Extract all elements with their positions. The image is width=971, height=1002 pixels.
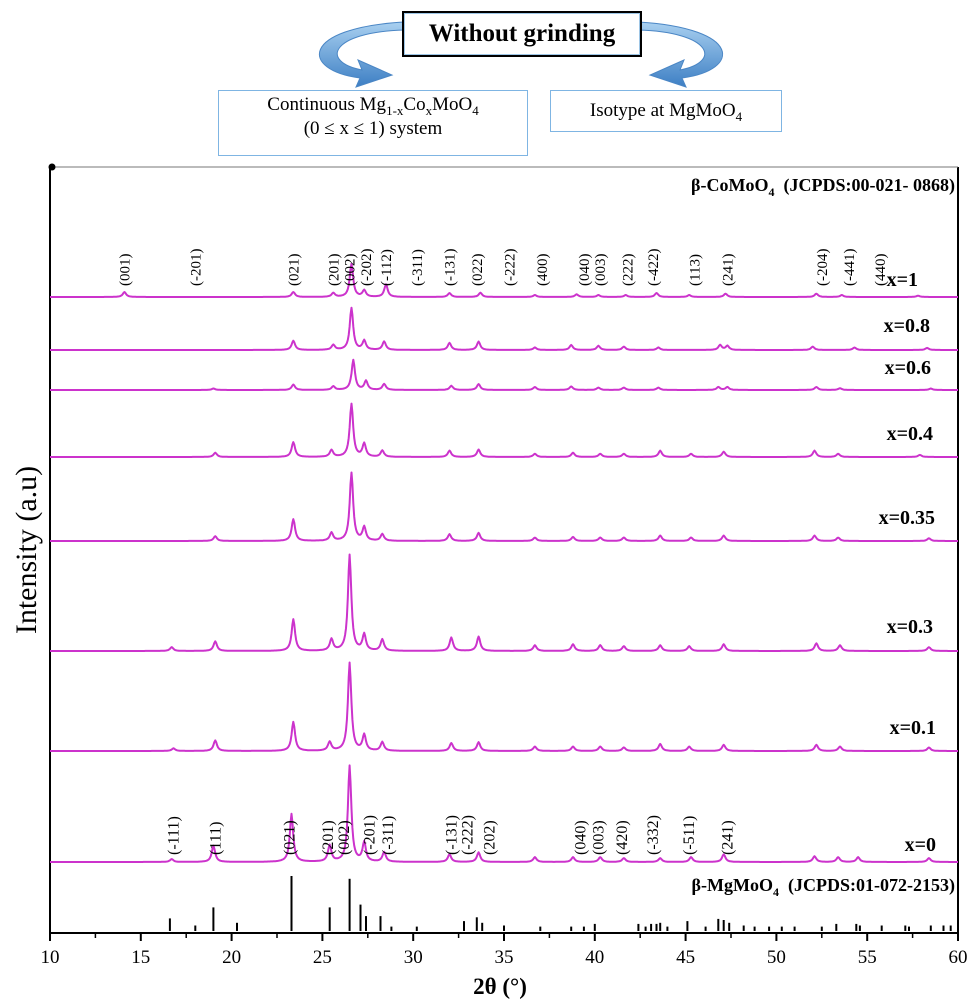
top-reference-label: β-CoMoO4 (JCPDS:00-021- 0868): [691, 175, 955, 199]
curved-arrow-left-icon: [319, 21, 405, 88]
series-label: x=0.3: [887, 616, 933, 638]
curved-arrow-right-icon: [637, 21, 723, 88]
hkl-label: (-441): [842, 249, 858, 287]
hkl-label: (-332): [645, 815, 662, 855]
y-axis-label: Intensity (a.u): [10, 466, 43, 634]
x-tick-label: 15: [131, 947, 150, 968]
series-line-x-0.4: [49, 402, 959, 458]
series-label: x=0.1: [890, 717, 936, 739]
hkl-label: (-222): [460, 815, 477, 855]
series-line-x-0.6: [49, 358, 959, 391]
series-label: x=0.6: [885, 357, 931, 379]
hkl-label: (040): [572, 820, 589, 855]
x-tick-label: 25: [313, 947, 332, 968]
xrd-traces: [49, 262, 959, 863]
x-tick-label: 60: [949, 947, 968, 968]
x-tick-label: 10: [41, 947, 60, 968]
series-line-x-0.3: [49, 553, 959, 652]
hkl-label: (040): [577, 254, 593, 287]
series-labels: x=1 x=0.8 x=0.6 x=0.4 x=0.35 x=0.3 x=0.1 x=0: [879, 269, 936, 856]
hkl-label: (022): [470, 254, 486, 287]
hkl-label: (241): [720, 254, 736, 287]
series-label: x=0.4: [887, 423, 933, 445]
hkl-label: (-111): [166, 816, 183, 855]
series-label: x=1: [887, 269, 918, 291]
series-label: x=0.35: [879, 507, 935, 529]
hkl-label: (-511): [681, 816, 698, 855]
hkl-label: (003): [590, 820, 607, 855]
right-info-box: Isotype at MgMoO4: [550, 90, 782, 132]
left-info-line2: (0 ≤ x ≤ 1) system: [303, 118, 443, 140]
hkl-label: (001): [118, 254, 134, 287]
reference-pattern: [168, 876, 952, 931]
header-title-box: Without grinding: [402, 11, 642, 57]
hkl-label: (-422): [646, 249, 662, 287]
series-line-x-0.35: [49, 471, 959, 542]
bottom-reference-label: β-MgMoO4 (JCPDS:01-072-2153): [692, 875, 955, 899]
bottom-hkl-labels: (-111) (111) (021) (201) (002) (-201) (-311) (-…: [166, 815, 737, 855]
series-line-x-0.8: [49, 306, 959, 351]
hkl-label: (202): [482, 820, 499, 855]
hkl-label: (002): [336, 820, 353, 855]
hkl-label: (003): [593, 254, 609, 287]
series-line-x-1: [49, 262, 959, 298]
hkl-label: (-311): [410, 249, 426, 286]
hkl-label: (021): [286, 254, 302, 287]
hkl-label: (111): [207, 822, 224, 855]
hkl-label: (113): [688, 254, 704, 286]
x-tick-label: 50: [767, 947, 786, 968]
left-info-box: Continuous Mg1-xCoxMoO4 (0 ≤ x ≤ 1) syst…: [218, 90, 528, 156]
hkl-label: (021): [282, 820, 299, 855]
left-info-line1: Continuous Mg1-xCoxMoO4: [267, 94, 479, 118]
header-title: Without grinding: [428, 20, 616, 47]
x-tick-label: 55: [858, 947, 877, 968]
hkl-label: (400): [535, 254, 551, 287]
hkl-label: (222): [621, 254, 637, 287]
hkl-label: (-112): [379, 249, 395, 286]
hkl-label: (420): [614, 820, 631, 855]
series-label: x=0.8: [884, 315, 930, 337]
hkl-label: (-201): [362, 815, 379, 855]
hkl-label: (-202): [359, 249, 375, 287]
x-axis-label: 2θ (°): [473, 974, 527, 999]
x-tick-label: 30: [404, 947, 423, 968]
hkl-label: (-311): [380, 816, 397, 855]
hkl-label: (201): [320, 820, 337, 855]
x-tick-label: 35: [495, 947, 514, 968]
x-tick-label: 45: [676, 947, 695, 968]
series-line-x-0.1: [49, 661, 959, 752]
x-tick-label: 40: [585, 947, 604, 968]
hkl-label: (-131): [443, 249, 459, 287]
hkl-label: (-131): [443, 815, 460, 855]
hkl-label: (-201): [188, 249, 204, 287]
hkl-label: (241): [719, 820, 736, 855]
x-axis-ticks: 10 15 20 25 30 35 40 45 50 55 60: [41, 933, 968, 968]
hkl-label: (201): [326, 254, 342, 287]
series-line-x-0: [49, 764, 959, 863]
top-hkl-labels: (001) (-201) (021) (201) (002) (-202) (-112) (-…: [118, 249, 889, 287]
hkl-label: (002): [343, 254, 359, 287]
hkl-label: (-222): [502, 249, 518, 287]
series-label: x=0: [905, 834, 936, 856]
hkl-label: (-204): [815, 249, 831, 287]
x-tick-label: 20: [222, 947, 241, 968]
hkl-label: (440): [873, 254, 889, 287]
